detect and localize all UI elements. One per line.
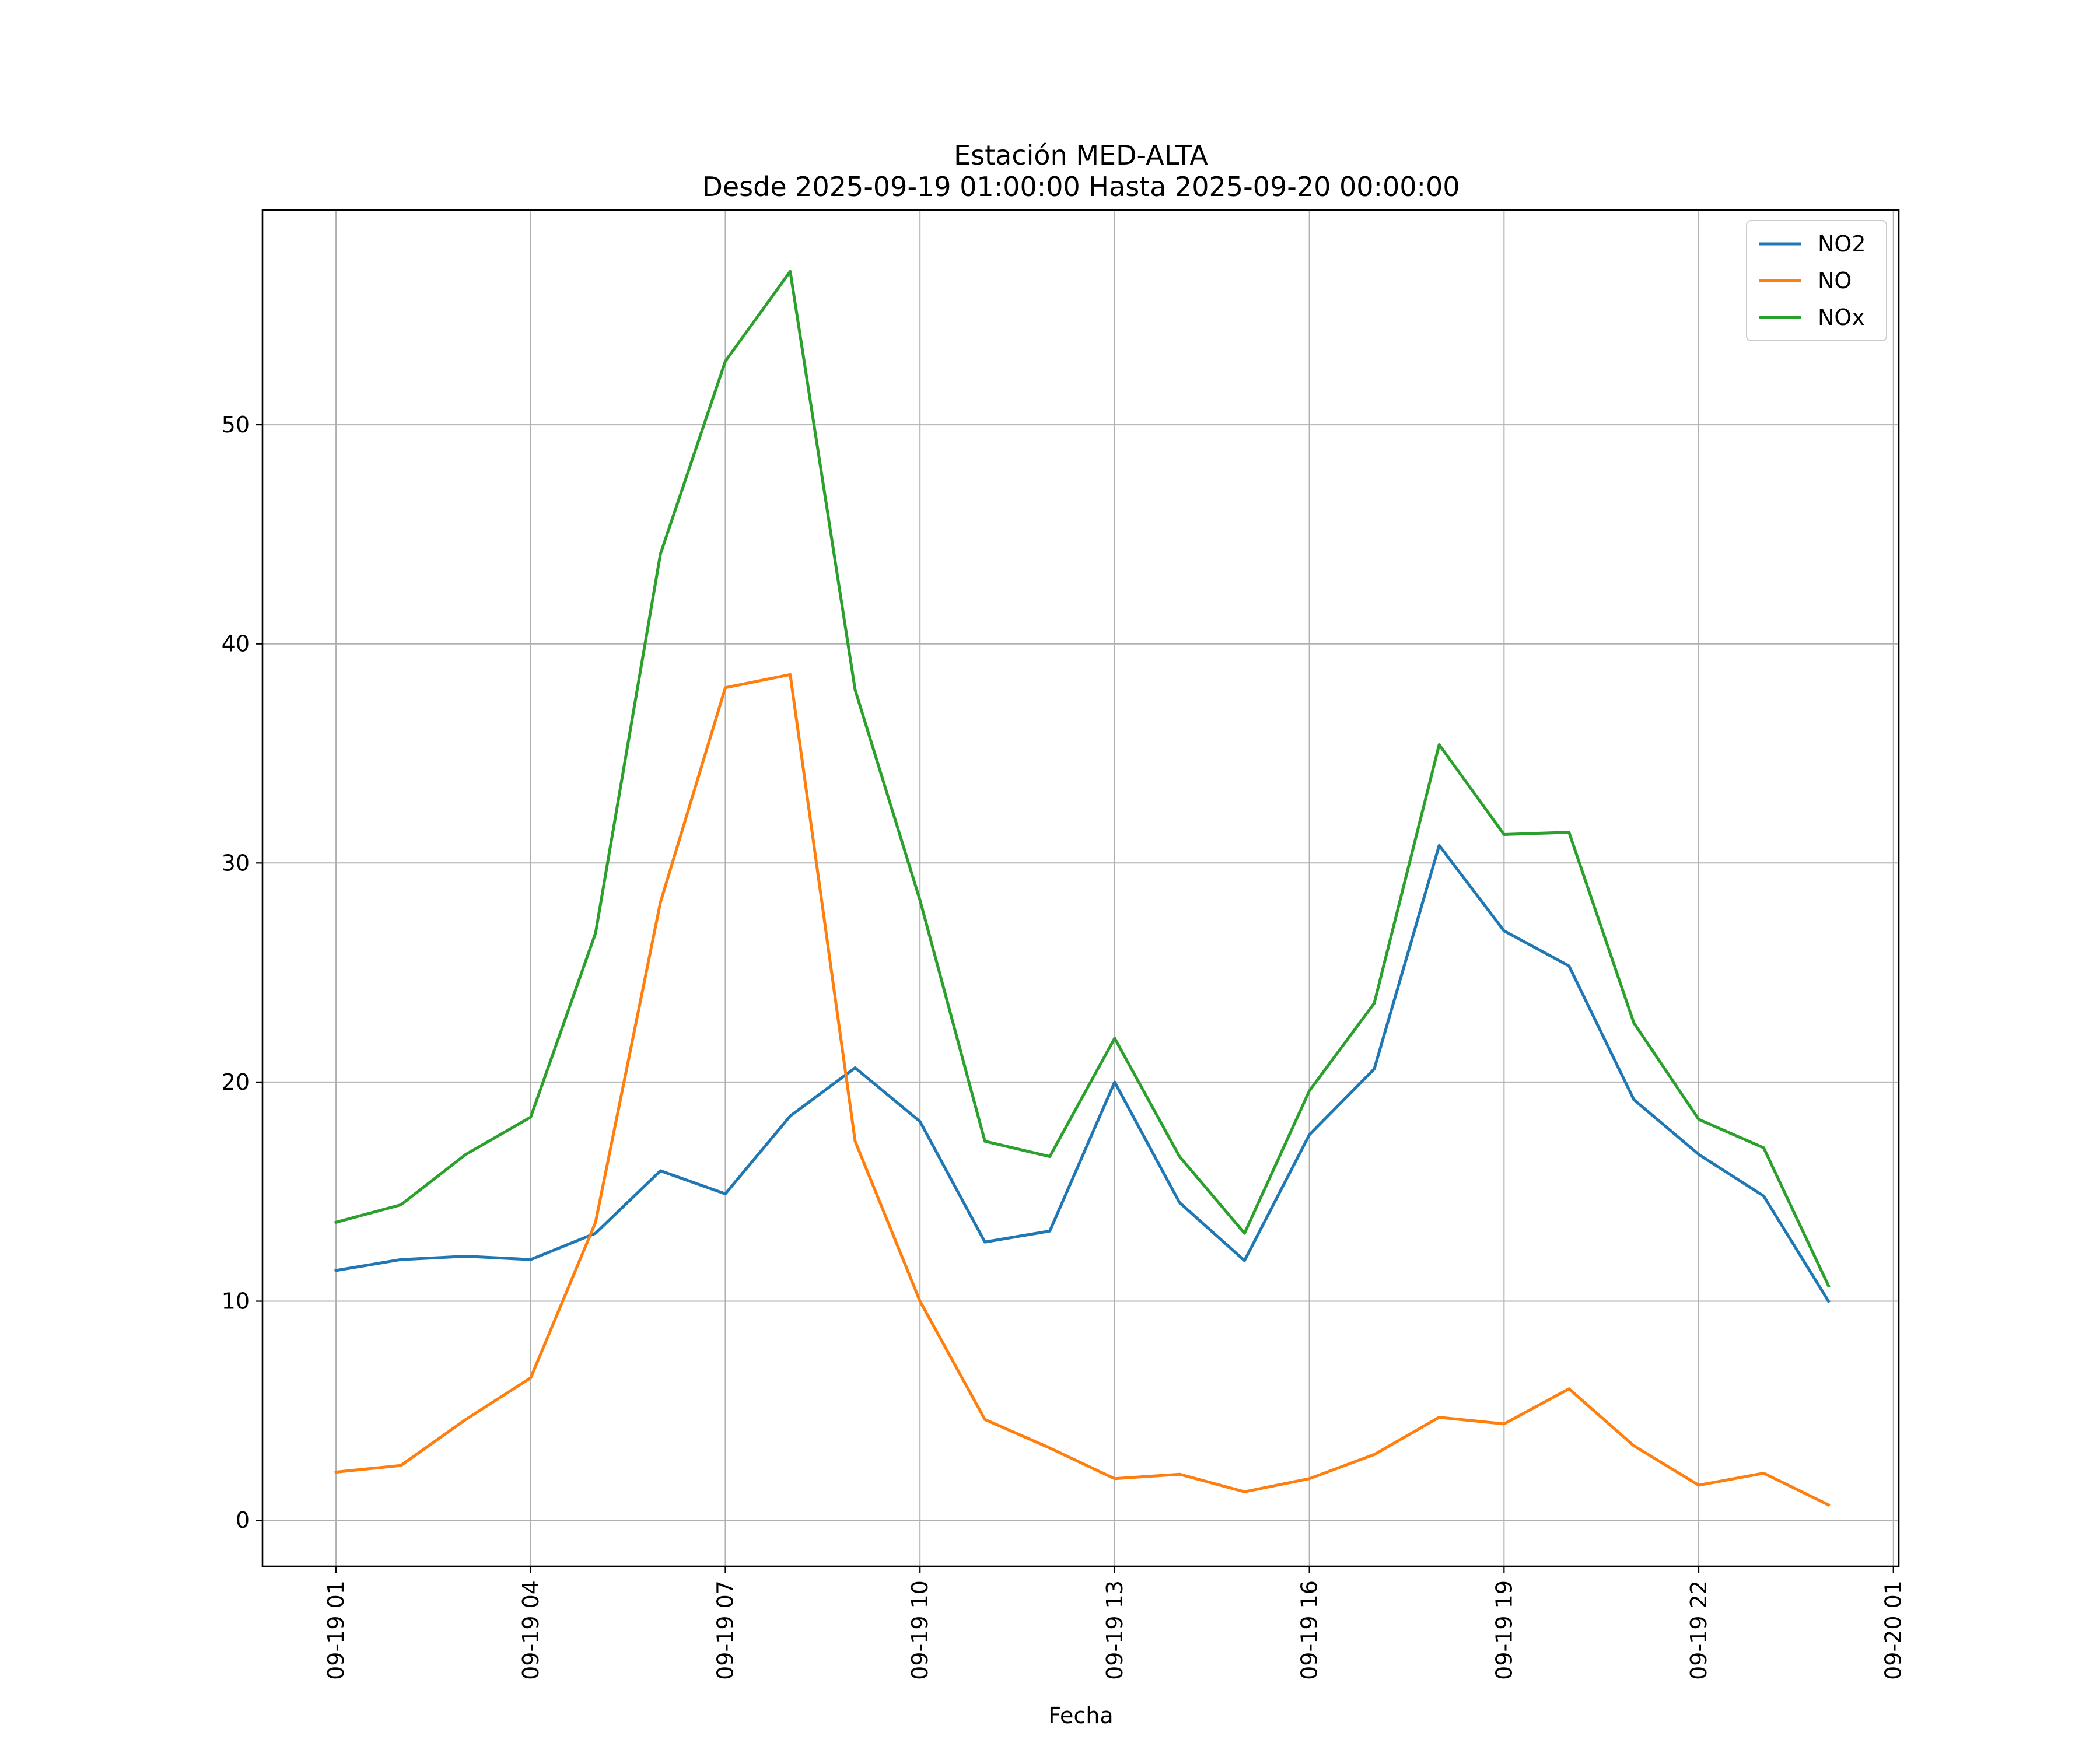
x-tick-label: 09-19 07 <box>712 1580 738 1680</box>
y-tick-label: 40 <box>222 631 250 657</box>
y-axis-ticks: 0 10 20 30 40 50 <box>222 412 262 1533</box>
legend: NO2 NO NOx <box>1746 220 1887 341</box>
y-tick-label: 10 <box>222 1289 250 1314</box>
x-tick-label: 09-19 01 <box>323 1580 349 1680</box>
x-tick-label: 09-20 01 <box>1881 1580 1906 1680</box>
series-line-no2 <box>334 844 1831 1303</box>
plot-frame <box>261 209 1900 1567</box>
grid <box>262 210 1899 1566</box>
x-tick-label: 09-19 19 <box>1491 1580 1517 1680</box>
chart-title: Estación MED-ALTA <box>954 139 1208 171</box>
y-tick-label: 20 <box>222 1069 250 1095</box>
x-tick-label: 09-19 04 <box>518 1580 544 1680</box>
series-lines <box>334 270 1831 1507</box>
y-tick-label: 50 <box>222 412 250 438</box>
x-axis-label: Fecha <box>1048 1703 1113 1728</box>
legend-label-no: NO <box>1818 268 1852 293</box>
x-tick-label: 09-19 13 <box>1102 1580 1128 1680</box>
x-tick-label: 09-19 10 <box>907 1580 933 1680</box>
series-line-no <box>334 673 1831 1507</box>
legend-label-nox: NOx <box>1818 305 1865 330</box>
x-axis-ticks: 09-19 01 09-19 04 09-19 07 09-19 10 09-19 13… <box>323 1566 1906 1680</box>
y-tick-label: 30 <box>222 850 250 876</box>
series-line-nox <box>334 270 1831 1288</box>
legend-box <box>1746 220 1887 341</box>
legend-label-no2: NO2 <box>1818 231 1866 257</box>
x-tick-label: 09-19 16 <box>1297 1580 1322 1680</box>
y-tick-label: 0 <box>236 1507 250 1533</box>
x-tick-label: 09-19 22 <box>1686 1580 1712 1680</box>
chart-subtitle: Desde 2025-09-19 01:00:00 Hasta 2025-09-… <box>702 171 1460 202</box>
